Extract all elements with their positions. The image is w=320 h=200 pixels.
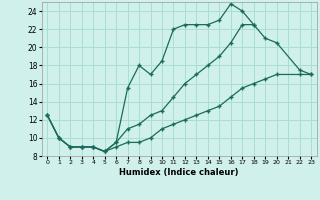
X-axis label: Humidex (Indice chaleur): Humidex (Indice chaleur): [119, 168, 239, 177]
